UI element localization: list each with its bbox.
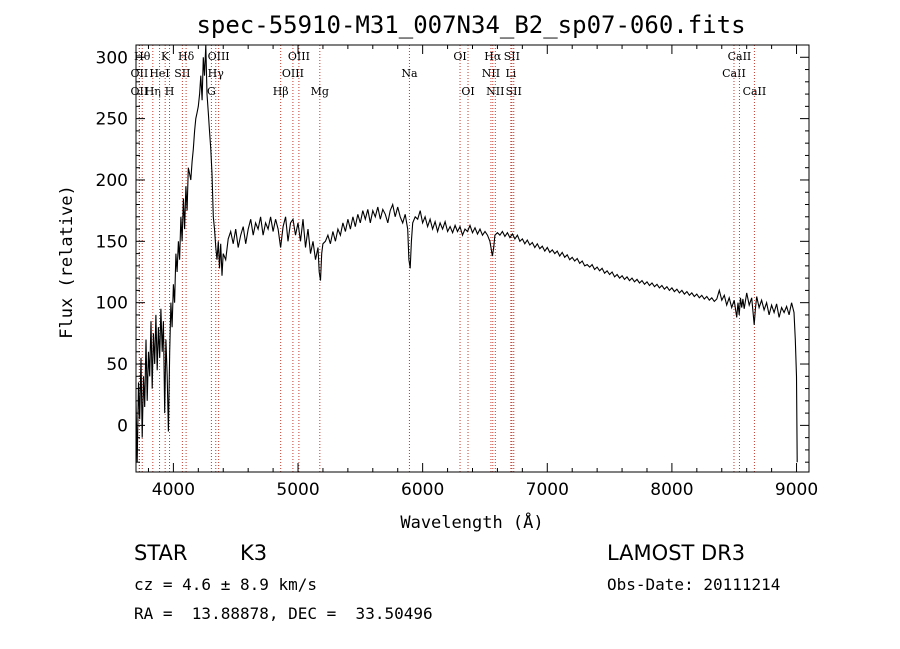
line-label-3: Hη xyxy=(145,85,161,98)
line-label-21: NII xyxy=(486,85,504,98)
line-label-27: CaII xyxy=(743,85,767,98)
y-tick-label-6: 300 xyxy=(96,48,128,68)
line-label-9: G xyxy=(207,85,216,98)
line-label-1: OII xyxy=(131,67,149,80)
x-tick-label-0: 4000 xyxy=(152,480,195,500)
line-label-16: Na xyxy=(401,67,418,80)
line-label-19: NII xyxy=(482,67,500,80)
line-label-4: HeI xyxy=(149,67,169,80)
line-label-7: SII xyxy=(174,67,190,80)
line-label-15: Mg xyxy=(311,85,329,98)
line-label-25: CaII xyxy=(722,67,746,80)
x-tick-label-2: 6000 xyxy=(401,480,444,500)
x-axis-label: Wavelength (Å) xyxy=(400,511,543,533)
axis-ticks: 4000 5000 6000 7000 8000 9000 0 50 100 150 200 250 3… xyxy=(96,44,818,500)
x-tick-label-1: 5000 xyxy=(276,480,319,500)
series-line-spectrum xyxy=(135,44,798,463)
line-label-24: SII xyxy=(506,85,522,98)
line-label-5: K xyxy=(161,50,170,63)
line-label-13: OIII xyxy=(282,67,304,80)
x-tick-label-4: 8000 xyxy=(650,480,693,500)
line-label-0: Hθ xyxy=(134,50,151,63)
y-tick-label-1: 50 xyxy=(106,355,128,375)
line-label-11: OIII xyxy=(208,50,230,63)
line-label-8: Hδ xyxy=(178,50,195,63)
coordinates: RA = 13.88878, DEC = 33.50496 xyxy=(134,604,433,623)
y-tick-label-2: 100 xyxy=(96,294,128,314)
line-label-2: OII xyxy=(131,85,149,98)
line-label-26: CaII xyxy=(728,50,752,63)
line-label-14: OIII xyxy=(288,50,310,63)
redshift-cz: cz = 4.6 ± 8.9 km/s xyxy=(134,575,318,594)
line-label-10: Hγ xyxy=(208,67,225,80)
survey-name: LAMOST DR3 xyxy=(607,541,746,565)
y-tick-label-5: 250 xyxy=(96,110,128,130)
line-label-12: Hβ xyxy=(273,85,289,98)
y-tick-label-3: 150 xyxy=(96,232,128,252)
spectral-lines: HθOIIOIIHηHeIKHSIIHδGHγOIIIHβOIIIOIIIMgN… xyxy=(131,45,767,472)
series-layer xyxy=(135,44,798,463)
obs-date: Obs-Date: 20111214 xyxy=(607,575,781,594)
subclass: K3 xyxy=(240,541,268,565)
x-tick-label-5: 9000 xyxy=(775,480,818,500)
line-label-18: OI xyxy=(461,85,474,98)
chart-title: spec-55910-M31_007N34_B2_sp07-060.fits xyxy=(196,11,745,39)
line-label-6: H xyxy=(165,85,175,98)
y-tick-label-0: 0 xyxy=(117,416,128,436)
line-label-20: Hα xyxy=(484,50,502,63)
y-tick-label-4: 200 xyxy=(96,171,128,191)
y-axis-label: Flux (relative) xyxy=(57,185,77,339)
x-tick-label-3: 7000 xyxy=(526,480,569,500)
line-label-23: SII xyxy=(504,50,520,63)
plot-frame xyxy=(135,44,810,473)
line-label-22: Li xyxy=(505,67,516,80)
line-label-17: OI xyxy=(453,50,466,63)
object-class: STAR xyxy=(134,541,188,565)
